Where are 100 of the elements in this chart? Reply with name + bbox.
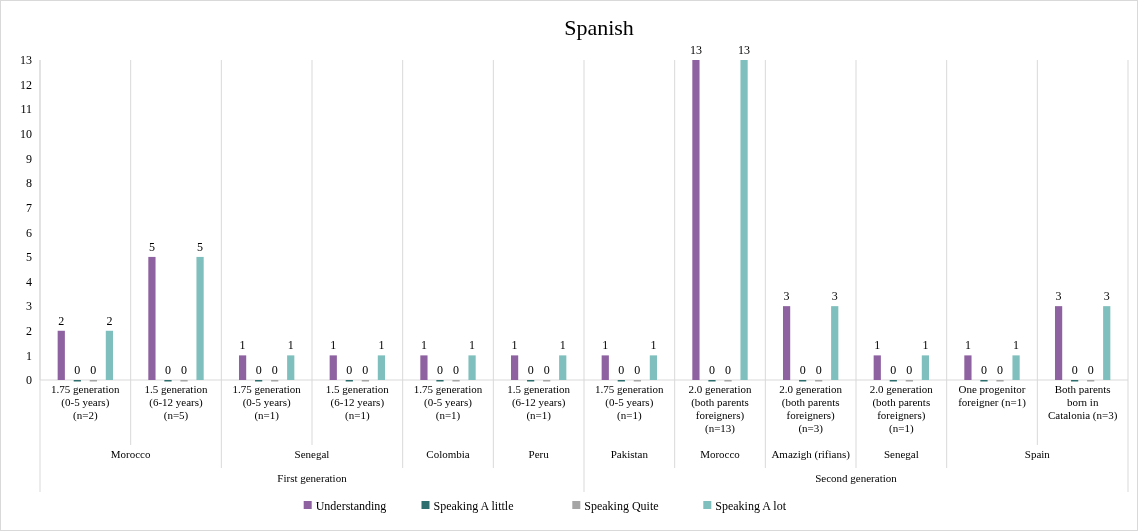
legend-label: Understanding (315, 499, 387, 513)
x-tick-label: 1.75 generation (0-5 years) (n=2) (51, 383, 121, 422)
data-label: 1 (1013, 338, 1020, 353)
x-tick-label: 1.5 generation (6-12 years) (n=1) (325, 383, 390, 422)
legend-label: Speaking A lot (715, 499, 787, 513)
data-label: 0 (74, 363, 81, 377)
data-label: 0 (271, 363, 278, 377)
data-label: 0 (1087, 363, 1094, 377)
data-label: 2 (58, 313, 65, 328)
bar (649, 355, 658, 380)
bar (377, 355, 386, 380)
data-label: 3 (783, 289, 790, 304)
y-tick-label: 6 (26, 225, 32, 240)
y-tick-label: 9 (26, 151, 32, 166)
bar (510, 355, 519, 380)
text: Colombia (426, 448, 470, 460)
x-tick-label: 2.0 generation (both parents foreigners) (n=3) (779, 383, 843, 435)
text: Second generation (815, 472, 898, 484)
data-label: 0 (436, 363, 443, 377)
text: Senegal (883, 448, 919, 460)
bar (57, 330, 65, 380)
bar (964, 355, 972, 380)
y-tick-label: 1 (26, 348, 32, 363)
data-label: 0 (815, 363, 822, 377)
text: Spain (1024, 448, 1051, 460)
bar (238, 355, 247, 380)
data-label: 1 (330, 338, 337, 353)
data-label: 1 (559, 338, 566, 353)
x-tick-label: 1.75 generation (0-5 years) (n=1) (595, 383, 665, 422)
x-tick-label: 1.75 generation (0-5 years) (n=1) (413, 383, 483, 422)
data-label: 0 (543, 363, 550, 377)
x-tick-label: One progenitor foreigner (n=1) (958, 383, 1027, 409)
data-label: 0 (634, 363, 641, 377)
y-tick-label: 3 (26, 299, 32, 314)
data-label: 0 (453, 363, 460, 377)
bar (196, 256, 204, 380)
bar (1054, 306, 1063, 380)
bar (601, 355, 609, 380)
data-label: 13 (738, 43, 751, 57)
text: Morocco (110, 448, 152, 460)
data-label: 0 (906, 363, 913, 377)
text: First generation (277, 472, 348, 484)
data-label: 1 (469, 338, 476, 353)
data-label: 3 (1103, 289, 1110, 304)
data-label: 1 (287, 338, 294, 353)
x-tick-label: 1.5 generation (6-12 years) (n=5) (144, 383, 208, 422)
bar (692, 60, 700, 380)
data-label: 3 (1055, 289, 1062, 304)
bar (782, 306, 791, 380)
y-tick-label: 2 (26, 323, 32, 338)
bar (329, 355, 337, 380)
y-tick-label: 0 (26, 373, 32, 388)
data-label: 1 (964, 338, 971, 353)
bar (921, 355, 930, 380)
data-label: 0 (164, 363, 171, 377)
bar (559, 355, 567, 380)
bar (1012, 355, 1020, 380)
legend-label: Speaking Quite (584, 499, 659, 513)
data-label: 1 (650, 338, 657, 353)
text: Amazigh (rifians) (771, 448, 851, 461)
data-label: 0 (181, 363, 188, 377)
x-tick-label: 1.75 generation (0-5 years) (n=1) (232, 383, 302, 422)
bar (873, 355, 881, 380)
data-label: 13 (689, 43, 702, 57)
x-tick-label: 2.0 generation (both parents foreigners) (n=13) (688, 383, 752, 435)
y-tick-label: 11 (20, 102, 32, 117)
y-tick-label: 7 (26, 200, 32, 215)
data-label: 1 (602, 338, 609, 353)
text: Senegal (294, 448, 330, 460)
data-label: 0 (799, 363, 806, 377)
text: Peru (528, 448, 550, 460)
data-label: 0 (708, 363, 715, 377)
data-label: 1 (239, 338, 246, 353)
data-label: 0 (527, 363, 534, 377)
data-label: 0 (1071, 363, 1078, 377)
data-label: 0 (980, 363, 987, 377)
data-label: 1 (874, 338, 881, 353)
data-label: 0 (618, 363, 625, 377)
data-label: 1 (420, 338, 427, 353)
data-label: 2 (106, 313, 113, 328)
data-label: 0 (90, 363, 97, 377)
text: Pakistan (610, 448, 649, 460)
data-label: 0 (890, 363, 897, 377)
bar (831, 306, 839, 380)
chart-title: Spanish (564, 15, 634, 40)
legend-label: Speaking A little (433, 499, 514, 513)
y-tick-label: 12 (20, 77, 32, 92)
bar (740, 60, 748, 380)
bar (468, 355, 476, 380)
data-label: 0 (362, 363, 369, 377)
x-tick-label: 2.0 generation (both parents foreigners) (n=1) (869, 383, 934, 435)
data-label: 0 (346, 363, 353, 377)
y-tick-label: 13 (20, 53, 32, 68)
bar (148, 256, 156, 380)
data-label: 5 (197, 239, 204, 254)
y-tick-label: 8 (26, 176, 32, 191)
x-tick-label: Both parents born in Catalonia (n=3) (1047, 383, 1118, 422)
data-label: 3 (831, 289, 838, 304)
bar (1103, 306, 1111, 380)
data-label: 1 (378, 338, 385, 353)
